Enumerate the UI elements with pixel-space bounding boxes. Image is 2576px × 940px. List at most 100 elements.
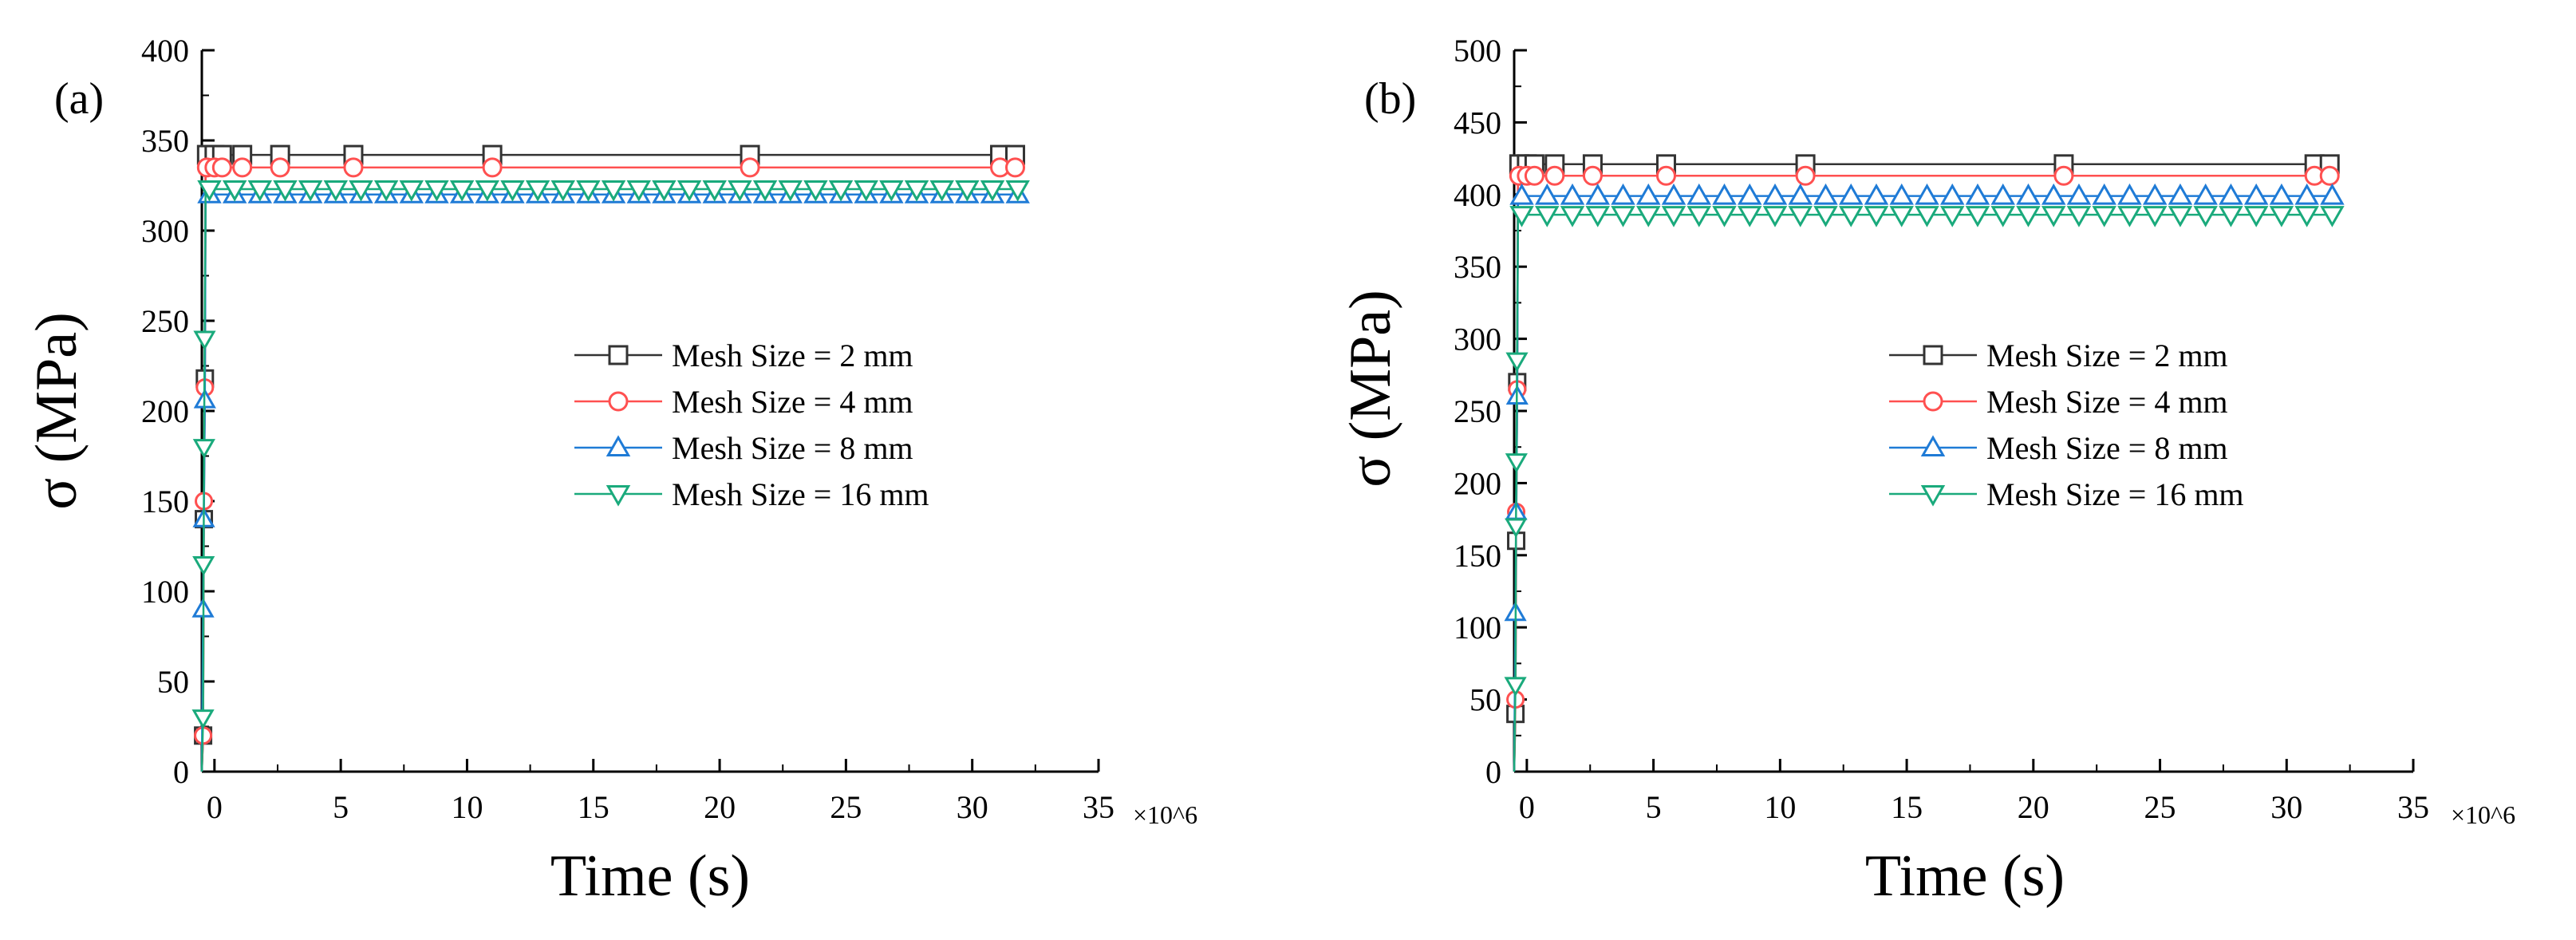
marker-triangle-down (449, 180, 475, 202)
marker-triangle-down (576, 180, 601, 202)
marker-triangle-down (1920, 485, 1946, 507)
marker-triangle-down (2117, 206, 2142, 227)
x-tick-label: 5 (333, 789, 349, 825)
y-tick-label: 350 (141, 123, 189, 159)
marker-triangle-down (2269, 206, 2294, 227)
x-tick-label: 25 (2144, 789, 2176, 825)
marker-triangle-up (2168, 183, 2193, 205)
marker-triangle-down (702, 180, 727, 202)
marker-triangle-up (2142, 183, 2168, 205)
marker-triangle-up (2243, 183, 2269, 205)
marker-circle (2319, 165, 2340, 186)
marker-triangle-down (192, 439, 215, 459)
y-tick-label: 350 (1454, 249, 1501, 285)
x-axis-title: Time (s) (1865, 843, 2065, 909)
marker-triangle-down (1712, 206, 1737, 227)
y-tick-label: 450 (1454, 105, 1501, 140)
marker-triangle-down (1560, 206, 1585, 227)
marker-circle (270, 157, 290, 178)
series-line (1513, 175, 2330, 772)
series-triangle-down (191, 180, 1030, 772)
marker-triangle-up (606, 435, 631, 456)
marker-square (1923, 345, 1943, 365)
marker-triangle-down (1636, 206, 1661, 227)
marker-circle (608, 391, 629, 412)
marker-triangle-up (1838, 183, 1864, 205)
x-tick-label: 15 (578, 789, 609, 825)
marker-triangle-up (1889, 183, 1914, 205)
marker-circle (2053, 165, 2074, 186)
marker-triangle-down (1864, 206, 1889, 227)
marker-triangle-down (298, 180, 323, 202)
marker-triangle-down (373, 180, 399, 202)
y-tick-label: 500 (1454, 33, 1501, 69)
x-multiplier-label: ×10^6 (2451, 800, 2515, 829)
marker-triangle-up (2092, 183, 2116, 205)
series-line (1513, 163, 2330, 772)
marker-circle (232, 157, 253, 178)
marker-circle (482, 157, 503, 178)
marker-triangle-up (1788, 183, 1813, 205)
marker-triangle-down (1990, 206, 2015, 227)
marker-triangle-down (2294, 206, 2319, 227)
x-tick-label: 30 (957, 789, 988, 825)
marker-triangle-down (2092, 206, 2116, 227)
x-tick-label: 35 (1083, 789, 1114, 825)
marker-triangle-down (349, 180, 373, 202)
y-axis-title: σ (MPa) (24, 312, 89, 509)
marker-triangle-up (2117, 183, 2142, 205)
marker-circle (1582, 165, 1603, 186)
marker-triangle-up (1920, 435, 1946, 456)
marker-triangle-down (677, 180, 702, 202)
marker-triangle-down (2168, 206, 2193, 227)
marker-triangle-down (1509, 206, 1534, 227)
panel-b: 0 50 100 150 200 250 300 350 400 450 500 0 5 10 15 20 25… (1338, 33, 2515, 909)
marker-triangle-down (192, 555, 215, 576)
legend-label: Mesh Size = 2 mm (1986, 338, 2228, 373)
marker-triangle-up (2016, 183, 2041, 205)
marker-triangle-down (247, 180, 273, 202)
x-tick-label: 15 (1891, 789, 1923, 825)
marker-triangle-down (2320, 206, 2345, 227)
marker-triangle-down (1005, 180, 1030, 202)
legend-label: Mesh Size = 16 mm (1986, 476, 2244, 512)
marker-triangle-up (1965, 183, 1990, 205)
marker-triangle-up (1939, 183, 1965, 205)
marker-triangle-down (728, 180, 752, 202)
marker-triangle-down (828, 180, 854, 202)
marker-triangle-down (1505, 453, 1528, 473)
y-tick-label: 300 (141, 213, 189, 249)
marker-triangle-up (1535, 183, 1560, 205)
marker-circle (1655, 165, 1676, 186)
marker-triangle-down (929, 180, 954, 202)
x-tick-label: 0 (1519, 789, 1535, 825)
marker-triangle-down (2016, 206, 2041, 227)
marker-triangle-down (778, 180, 803, 202)
marker-triangle-down (955, 180, 980, 202)
marker-square (608, 345, 629, 365)
marker-triangle-up (1585, 183, 1610, 205)
marker-triangle-down (500, 180, 525, 202)
marker-triangle-up (2066, 183, 2092, 205)
x-tick-label: 10 (451, 789, 483, 825)
marker-triangle-down (1889, 206, 1914, 227)
marker-triangle-down (475, 180, 500, 202)
marker-triangle-down (1504, 677, 1527, 697)
x-tick-label: 35 (2397, 789, 2429, 825)
marker-triangle-up (2294, 183, 2319, 205)
y-tick-label: 400 (1454, 177, 1501, 213)
marker-triangle-up (1636, 183, 1661, 205)
marker-triangle-up (1686, 183, 1711, 205)
marker-triangle-down (525, 180, 550, 202)
marker-triangle-down (2066, 206, 2092, 227)
marker-triangle-up (1990, 183, 2015, 205)
marker-triangle-down (601, 180, 626, 202)
marker-triangle-up (1762, 183, 1788, 205)
marker-triangle-down (1505, 518, 1528, 539)
y-tick-label: 100 (141, 574, 189, 610)
marker-triangle-down (652, 180, 677, 202)
marker-triangle-up (1611, 183, 1635, 205)
marker-triangle-down (1585, 206, 1610, 227)
marker-circle (211, 157, 232, 178)
marker-triangle-up (2320, 183, 2345, 205)
